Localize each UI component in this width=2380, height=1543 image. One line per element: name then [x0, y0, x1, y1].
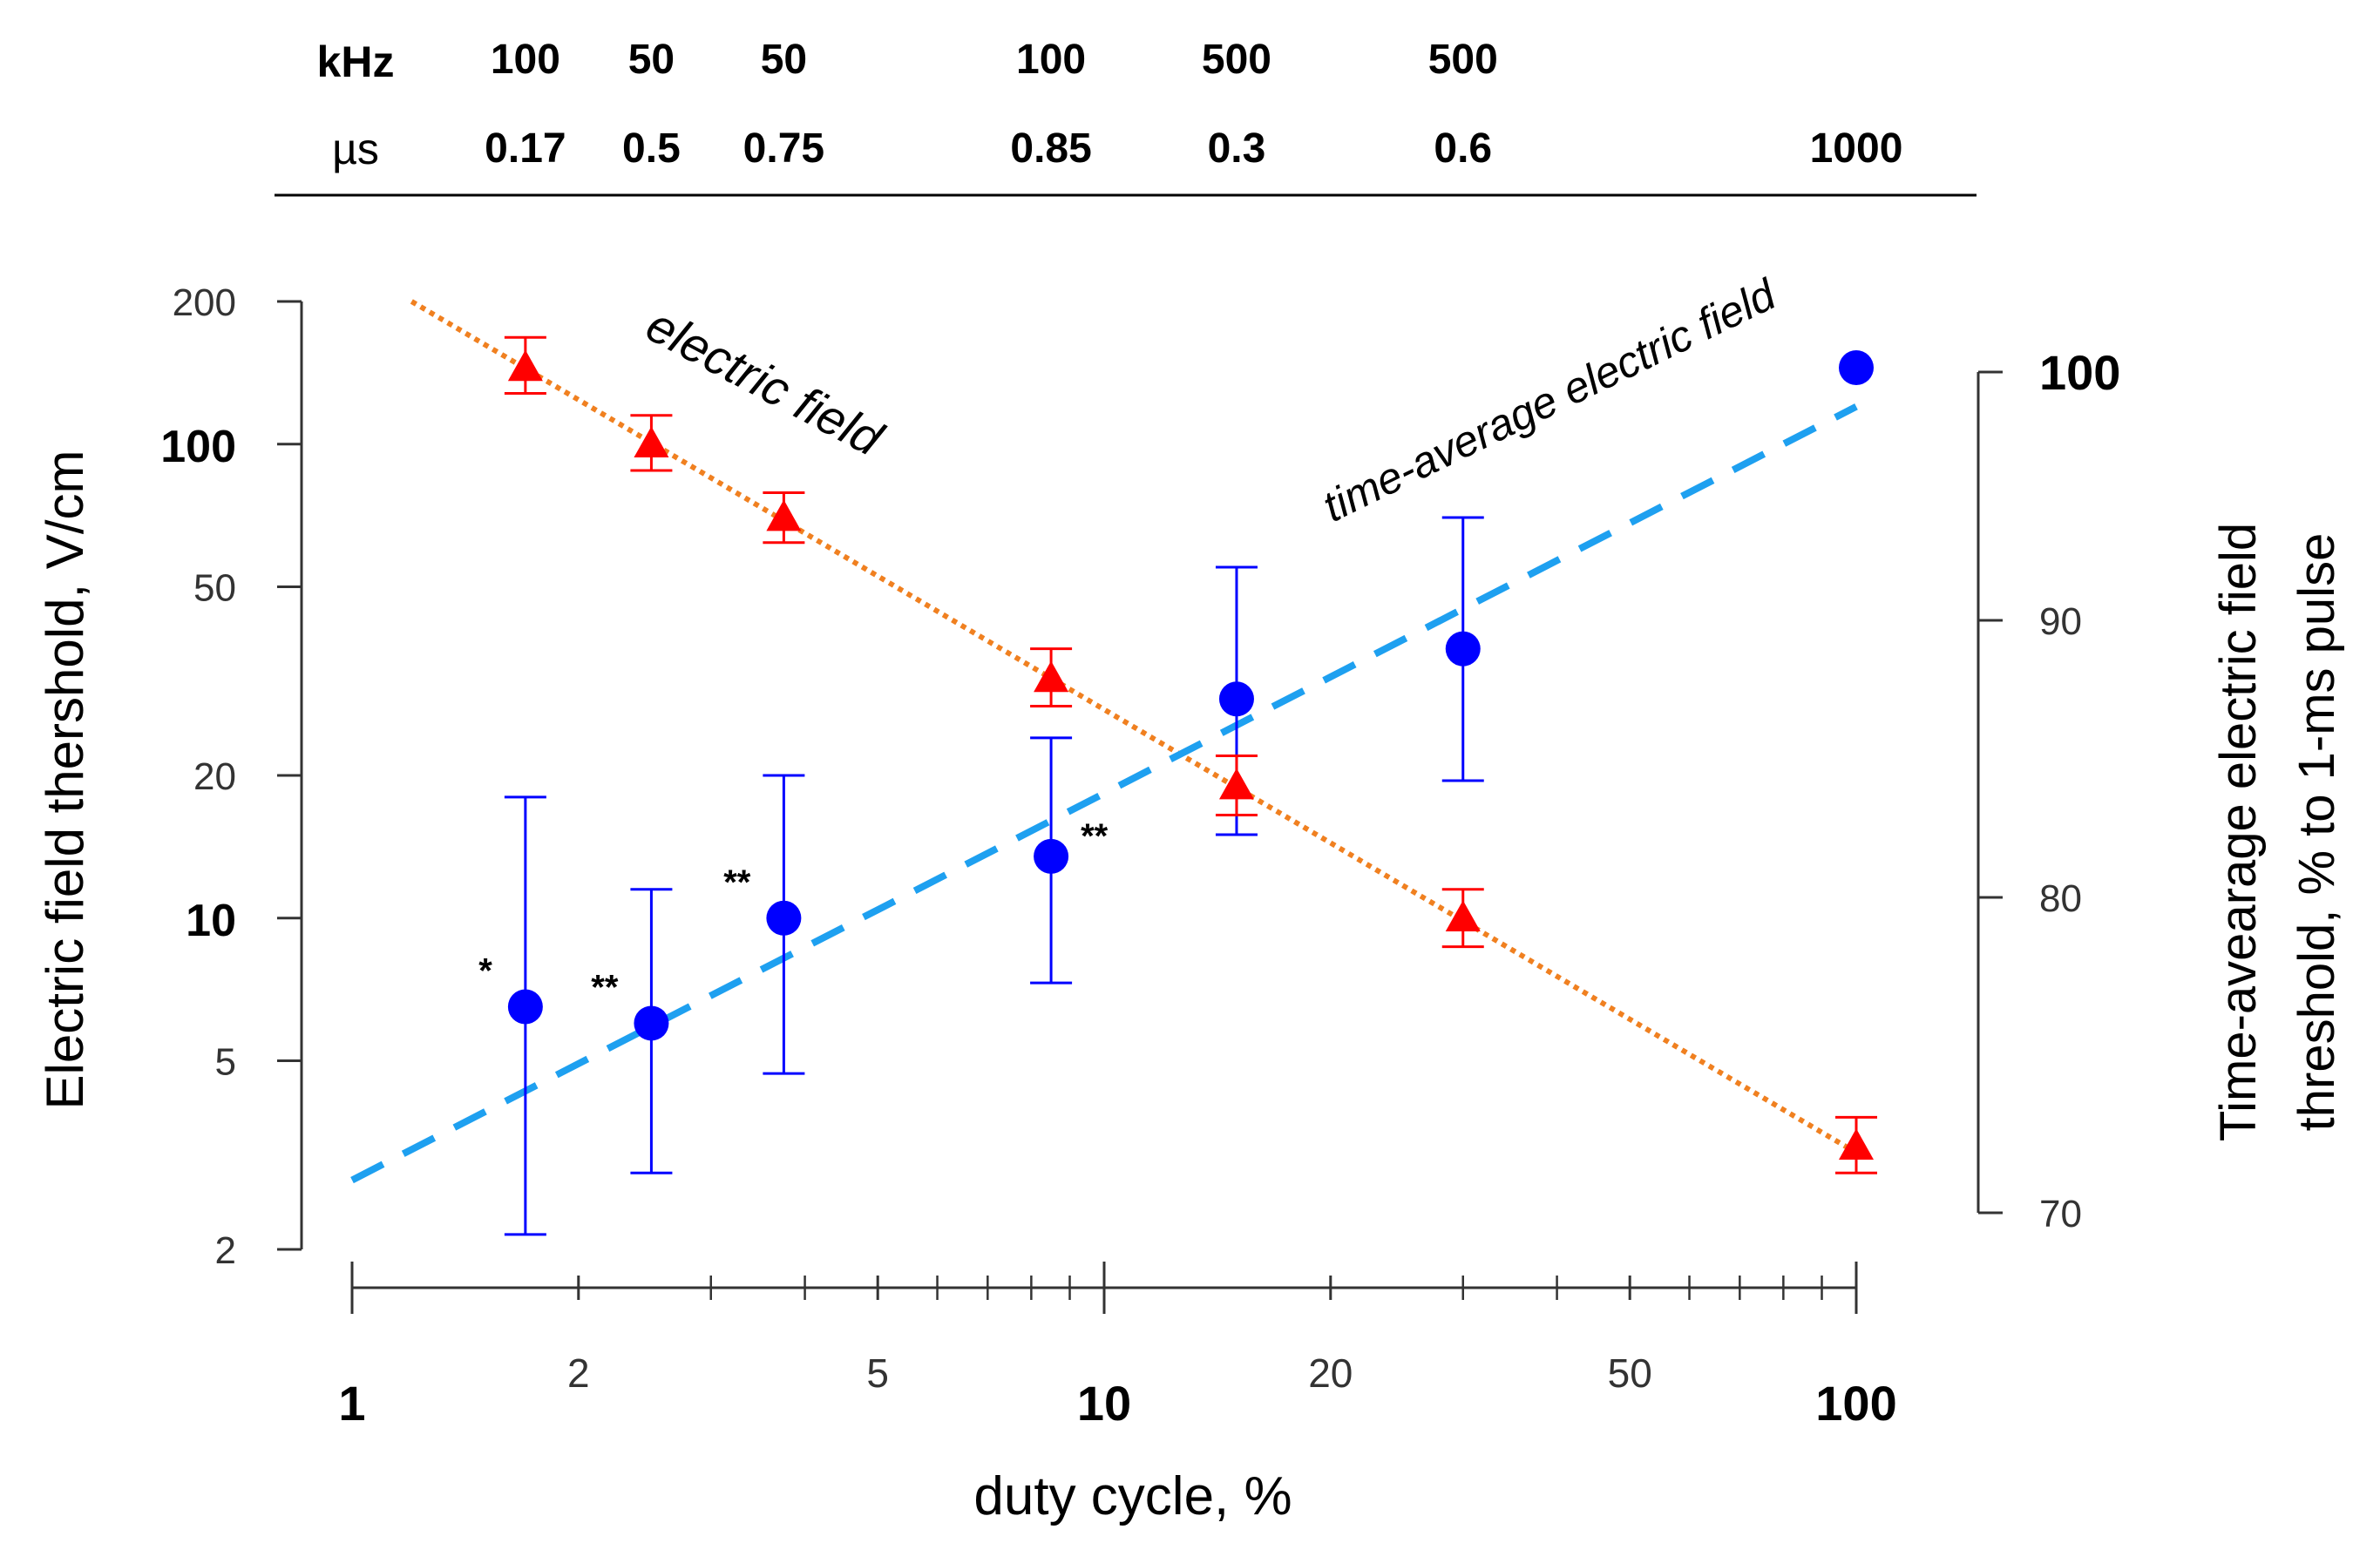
y-left-tick-label: 200: [173, 281, 236, 324]
electric-field-point: [1445, 900, 1481, 932]
header-us-value: 0.85: [1010, 125, 1091, 172]
electric-field-point: [1218, 768, 1254, 800]
y-axis-title-right-line1: Time-avearage electric field: [2210, 523, 2267, 1141]
annotation-time-average-electric-field: time-average electric field: [1315, 269, 1785, 531]
header-us-value: 0.6: [1434, 125, 1492, 172]
x-tick-label: 2: [567, 1350, 590, 1396]
electric-field-point: [766, 499, 802, 531]
y-axis-title-right-line2: threshold, % to 1-ms pulse: [2288, 533, 2345, 1132]
x-tick-label: 1: [338, 1376, 365, 1431]
x-axis-title: duty cycle, %: [973, 1466, 1292, 1526]
header-khz-value: 50: [761, 37, 807, 83]
header-label-us: µs: [332, 125, 379, 173]
y-right-tick-label: 90: [2039, 600, 2082, 643]
header-us-value: 0.75: [743, 125, 824, 172]
electric-field-point: [507, 349, 543, 382]
y-left-tick-label: 100: [160, 422, 236, 472]
header-us-value: 1000: [1810, 125, 1903, 172]
y-left-tick-label: 20: [193, 755, 236, 798]
electric-field-point: [634, 426, 669, 458]
y-right-tick-label: 70: [2039, 1193, 2082, 1235]
data-points: * ******: [478, 335, 1877, 1236]
header-us-value: 0.3: [1208, 125, 1266, 172]
header-us-value: 0.5: [622, 125, 681, 172]
y-axis-title-left: Electric field thershold, V/cm: [36, 450, 94, 1110]
header-khz-value: 100: [1016, 37, 1086, 83]
time-average-fit-line: [350, 403, 1858, 1184]
header-us-value: 0.17: [485, 125, 566, 172]
significance-marker: *: [478, 952, 492, 991]
time-average-point: [507, 989, 543, 1025]
x-tick-label: 50: [1608, 1350, 1652, 1396]
fit-lines: [350, 299, 1858, 1184]
x-tick-label: 5: [866, 1350, 889, 1396]
y-left-tick-label: 10: [186, 896, 236, 946]
significance-marker: **: [1081, 817, 1109, 856]
electric-field-fit-line: [410, 299, 1858, 1155]
x-tick-label: 20: [1308, 1350, 1353, 1396]
y-left-tick-label: 50: [193, 567, 236, 610]
y-left-tick-label: 2: [215, 1229, 236, 1272]
y-right-tick-label: 100: [2039, 345, 2120, 400]
electric-field-point: [1034, 660, 1069, 693]
axes: 1 2 5 10 20 50 100 2 5 10 20 50 100 200 70 80 90 100: [160, 281, 2120, 1431]
header-khz-value: 100: [491, 37, 560, 83]
y-right-tick-label: 80: [2039, 877, 2082, 920]
annotation-electric-field: electric field: [638, 297, 892, 467]
duty-cycle-header: kHz µs 100 0.17 50 0.5 50 0.75 100 0.85 500 0.3 500 0…: [275, 37, 1977, 197]
y-left-tick-label: 5: [215, 1041, 236, 1084]
significance-marker: **: [723, 863, 751, 902]
electric-field-point: [1839, 1128, 1874, 1160]
x-tick-label: 10: [1077, 1376, 1131, 1431]
header-khz-value: 500: [1202, 37, 1271, 83]
time-average-point: [1839, 349, 1874, 385]
time-average-point: [1445, 631, 1481, 667]
time-average-point: [1034, 838, 1069, 874]
x-tick-label: 100: [1815, 1376, 1896, 1431]
time-average-point: [1218, 681, 1254, 717]
significance-marker: **: [591, 968, 619, 1006]
time-average-point: [766, 900, 802, 936]
header-khz-value: 50: [628, 37, 675, 83]
time-average-point: [634, 1005, 669, 1041]
header-label-khz: kHz: [317, 37, 395, 86]
header-khz-value: 500: [1428, 37, 1498, 83]
